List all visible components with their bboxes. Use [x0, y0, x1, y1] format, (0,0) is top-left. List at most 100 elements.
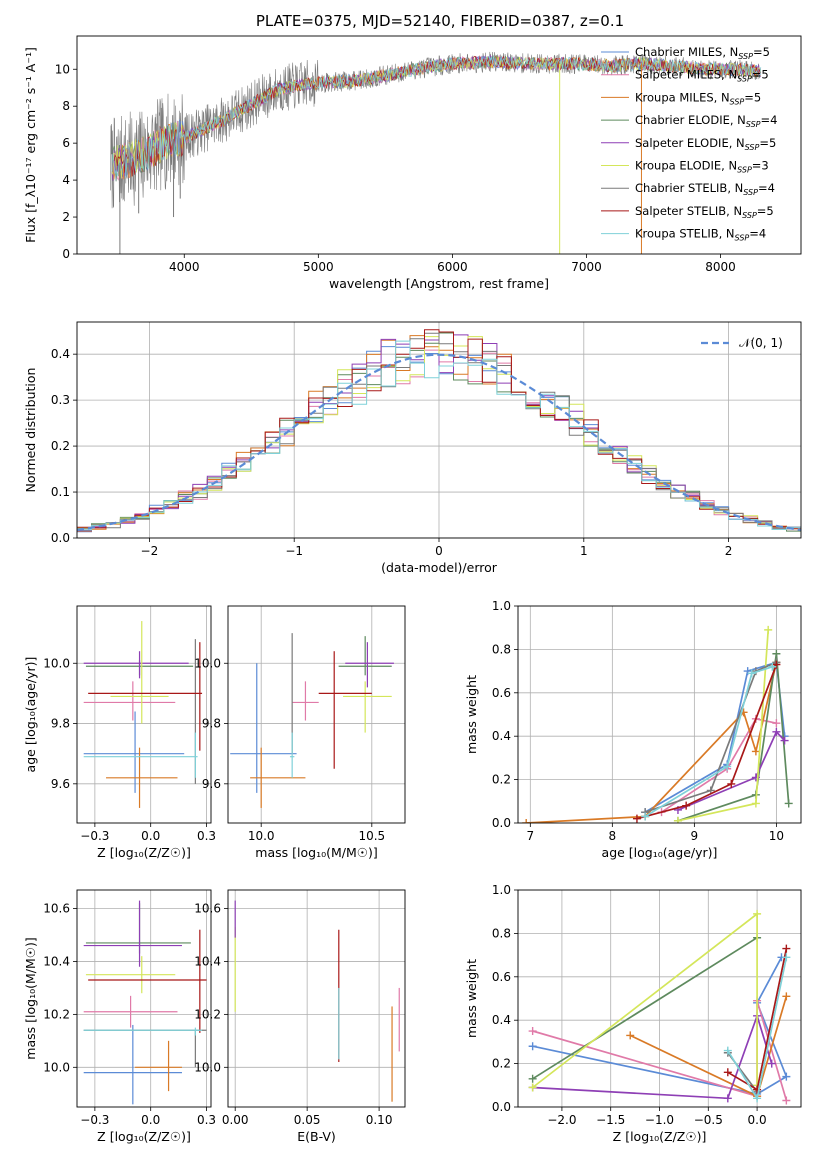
- spectrum-frame: [76, 35, 802, 255]
- weight-vs-Z-xtick-label: −1.5: [596, 1113, 625, 1127]
- histogram-chabrier-stelib: [77, 332, 801, 531]
- legend-label: Kroupa MILES, NSSP=5: [635, 90, 761, 106]
- weight-vs-age-xtick-label: 10: [769, 829, 784, 843]
- residuals-plot-area: [77, 322, 801, 538]
- series-marker: [780, 736, 789, 745]
- series-marker: [782, 1096, 791, 1105]
- age-vs-mass-ytick-label: 9.8: [202, 717, 221, 731]
- mass-vs-Z-ytick-label: 10.0: [43, 1060, 70, 1074]
- mass-vs-Z-frame: [76, 889, 212, 1108]
- mass-vs-Z-ytick-label: 10.6: [43, 902, 70, 916]
- legend-label: Chabrier ELODIE, NSSP=4: [635, 113, 777, 129]
- spectrum-ytick-label: 0: [62, 247, 70, 261]
- series-line-salpeter-elodie: [532, 1013, 773, 1100]
- series-marker: [723, 1046, 732, 1055]
- errorbar-point: [289, 732, 295, 778]
- errorbar-point: [230, 663, 297, 793]
- age-vs-Z-ytick-label: 9.8: [51, 717, 70, 731]
- series-line-chabrier-stelib: [644, 661, 777, 813]
- mass-vs-Z-ytick-label: 10.4: [43, 954, 70, 968]
- series-marker: [753, 1094, 762, 1103]
- model-spectrum-kroupa-stelib: [111, 55, 762, 178]
- weight-vs-Z-xlabel: Z [log₁₀(Z/Z☉)]: [613, 1129, 707, 1144]
- series-marker: [772, 727, 781, 736]
- age-vs-mass-ytick-label: 9.6: [202, 777, 221, 791]
- legend-entry: 𝒩(0, 1): [701, 336, 783, 350]
- age-vs-Z-plot-area: [77, 606, 211, 823]
- mass-vs-Z-ytick-label: 10.2: [43, 1007, 70, 1021]
- mass-vs-Z-plot-area: [77, 890, 211, 1107]
- spectrum-panel: 4000 5000 6000 7000 8000 0 2 4 6 8 10 wavelength [A…: [23, 35, 802, 291]
- series-marker: [528, 1027, 537, 1036]
- spectrum-xtick-label: 6000: [437, 260, 468, 274]
- legend-label: Chabrier MILES, NSSP=5: [635, 45, 770, 61]
- series-marker: [782, 992, 791, 1001]
- legend-label: Salpeter ELODIE, NSSP=5: [635, 136, 776, 152]
- errorbar-point: [83, 995, 178, 1028]
- spectrum-ylabel: Flux [f_λ10⁻¹⁷ erg cm⁻² s⁻¹ A⁻¹]: [23, 47, 38, 243]
- series-marker: [641, 812, 650, 821]
- series-marker: [743, 667, 752, 676]
- errorbar-point: [250, 747, 306, 808]
- age-vs-Z-panel: −0.3 0.0 0.3 9.6 9.8 10.0 Z [log₁₀(Z/Z☉)] age […: [23, 605, 216, 860]
- weight-vs-age-ytick-label: 1.0: [492, 599, 511, 613]
- weight-vs-age-plot-area: [518, 606, 801, 823]
- series-marker: [747, 669, 756, 678]
- mass-vs-Z-xtick-label: −0.3: [80, 1113, 109, 1127]
- errorbar-point: [345, 642, 394, 688]
- series-marker: [772, 660, 781, 669]
- legend-entry: Chabrier STELIB, NSSP=4: [601, 181, 775, 197]
- series-marker: [772, 719, 781, 728]
- age-vs-Z-ylabel: age [log₁₀(age/yr)]: [23, 657, 38, 773]
- errorbar-point: [83, 900, 182, 967]
- legend-entry: Chabrier MILES, NSSP=5: [601, 45, 770, 61]
- mass-vs-EBV-ytick-label: 10.4: [194, 954, 221, 968]
- age-vs-mass-panel: 10.0 10.5 9.6 9.8 10.0 mass [log₁₀(M/M☉)]: [194, 605, 406, 860]
- series-marker: [522, 819, 531, 823]
- errorbar-point: [83, 1027, 203, 1036]
- weight-vs-Z-ytick-label: 0.6: [492, 970, 511, 984]
- age-vs-Z-ytick-label: 9.6: [51, 777, 70, 791]
- residuals-ylabel: Normed distribution: [23, 368, 38, 493]
- legend-entry: Salpeter MILES, NSSP=5: [601, 68, 769, 84]
- weight-vs-age-ytick-label: 0.6: [492, 686, 511, 700]
- spectrum-ytick-label: 4: [62, 173, 70, 187]
- series-marker: [626, 1031, 635, 1040]
- series-marker: [772, 649, 781, 658]
- residuals-xtick-label: 0: [435, 544, 443, 558]
- series-marker: [767, 1059, 776, 1068]
- series-line-salpeter-stelib: [636, 664, 778, 820]
- series-marker: [782, 1072, 791, 1081]
- legend-entry: Kroupa STELIB, NSSP=4: [601, 227, 766, 243]
- residuals-frame: [76, 321, 802, 539]
- age-vs-mass-xlabel: mass [log₁₀(M/M☉)]: [255, 845, 377, 860]
- errorbar-point: [83, 1024, 182, 1105]
- age-vs-mass-frame: [227, 605, 406, 824]
- spectrum-ytick-label: 6: [62, 136, 70, 150]
- series-line-kroupa-stelib: [644, 665, 773, 818]
- weight-vs-Z-ytick-label: 1.0: [492, 883, 511, 897]
- weight-vs-Z-ytick-label: 0.2: [492, 1057, 511, 1071]
- mass-vs-Z-xtick-label: 0.3: [197, 1113, 216, 1127]
- age-vs-Z-xlabel: Z [log₁₀(Z/Z☉)]: [97, 845, 191, 860]
- mass-vs-EBV-xtick-label: 0.00: [222, 1113, 249, 1127]
- age-vs-mass-xtick-label: 10.0: [248, 829, 275, 843]
- residuals-ytick-label: 0.4: [51, 347, 70, 361]
- series-marker: [723, 1094, 732, 1103]
- age-vs-Z-xtick-label: 0.3: [197, 829, 216, 843]
- mass-vs-EBV-panel: 0.00 0.05 0.10 10.0 10.2 10.4 10.6 E(B-V): [194, 889, 406, 1144]
- spectrum-ytick-label: 10: [55, 62, 70, 76]
- weight-vs-Z-ytick-label: 0.8: [492, 926, 511, 940]
- weight-vs-age-panel: 7 8 9 10 0.0 0.2 0.4 0.6 0.8 1.0 age [log₁₀(age/yr…: [464, 599, 802, 860]
- errorbar-point: [135, 1040, 182, 1092]
- weight-vs-Z-xtick-label: −2.0: [547, 1113, 576, 1127]
- residuals-xtick-label: −1: [285, 544, 303, 558]
- errorbar-point: [110, 621, 169, 724]
- mass-vs-EBV-ytick-label: 10.6: [194, 902, 221, 916]
- spectrum-ytick-label: 2: [62, 210, 70, 224]
- residuals-ytick-label: 0.3: [51, 393, 70, 407]
- age-vs-mass-plot-area: [228, 606, 405, 823]
- weight-vs-Z-ytick-label: 0.0: [492, 1100, 511, 1114]
- legend-label: Kroupa STELIB, NSSP=4: [635, 227, 766, 243]
